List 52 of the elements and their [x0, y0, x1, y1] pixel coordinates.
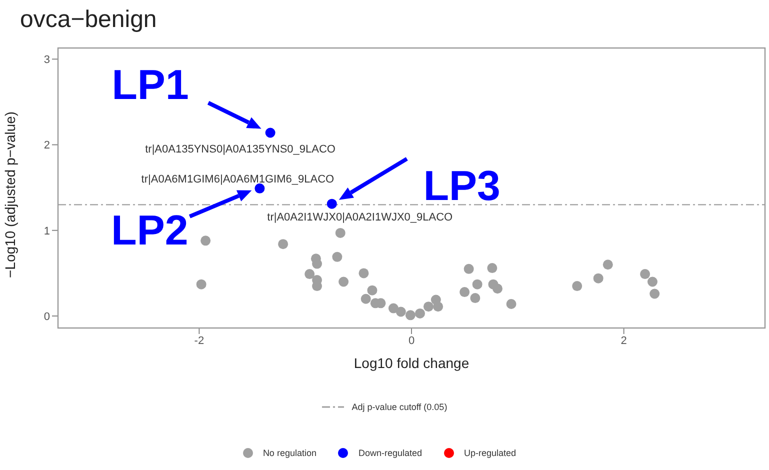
point — [487, 263, 498, 274]
x-tick-label: -2 — [194, 334, 204, 347]
annotation: tr|A0A6M1GIM6|A0A6M1GIM6_9LACO — [141, 173, 335, 186]
point — [472, 279, 482, 290]
point — [196, 279, 206, 290]
point — [278, 239, 288, 250]
point — [572, 281, 582, 292]
legend-label: Up-regulated — [464, 448, 516, 458]
point — [388, 303, 398, 314]
point — [312, 258, 322, 269]
point — [367, 285, 378, 296]
point — [506, 299, 516, 310]
y-tick-label: 0 — [44, 310, 50, 323]
x-tick-label: 0 — [408, 334, 415, 347]
point — [332, 252, 342, 262]
point — [326, 198, 337, 209]
point — [423, 302, 434, 312]
point — [335, 228, 346, 238]
point — [650, 288, 660, 299]
annotation: tr|A0A2I1WJX0|A0A2I1WJX0_9LACO — [267, 212, 454, 224]
chart-title: ovca−benign — [20, 6, 157, 34]
point — [602, 260, 613, 270]
x-tick-label: 2 — [620, 334, 627, 347]
legend-label: Adj p-value cutoff (0.05) — [352, 402, 448, 412]
annotation: LP1 — [112, 60, 189, 108]
point — [470, 293, 480, 304]
point — [396, 306, 406, 317]
point — [360, 294, 371, 304]
point — [593, 273, 604, 284]
point — [647, 276, 658, 287]
annotation: LP3 — [423, 162, 500, 209]
point — [304, 269, 315, 280]
point — [414, 308, 425, 318]
point — [338, 276, 349, 287]
y-axis-title: −Log10 (adjusted p−value) — [2, 111, 18, 278]
point — [405, 310, 416, 320]
point — [200, 236, 211, 246]
point — [640, 269, 650, 280]
point — [464, 264, 474, 274]
point — [460, 287, 470, 298]
point — [358, 268, 369, 278]
point — [433, 302, 444, 312]
annotation: tr|A0A135YNS0|A0A135YNS0_9LACO — [145, 144, 336, 156]
y-tick-label: 1 — [44, 225, 50, 238]
point — [265, 128, 276, 138]
legend-label: Down-regulated — [358, 448, 422, 458]
y-tick-label: 2 — [44, 140, 50, 152]
legend-label: No regulation — [262, 448, 316, 458]
y-tick-label: 3 — [44, 54, 50, 66]
point — [492, 284, 502, 294]
x-axis-title: Log10 fold change — [354, 355, 470, 371]
annotation: LP2 — [111, 206, 188, 254]
